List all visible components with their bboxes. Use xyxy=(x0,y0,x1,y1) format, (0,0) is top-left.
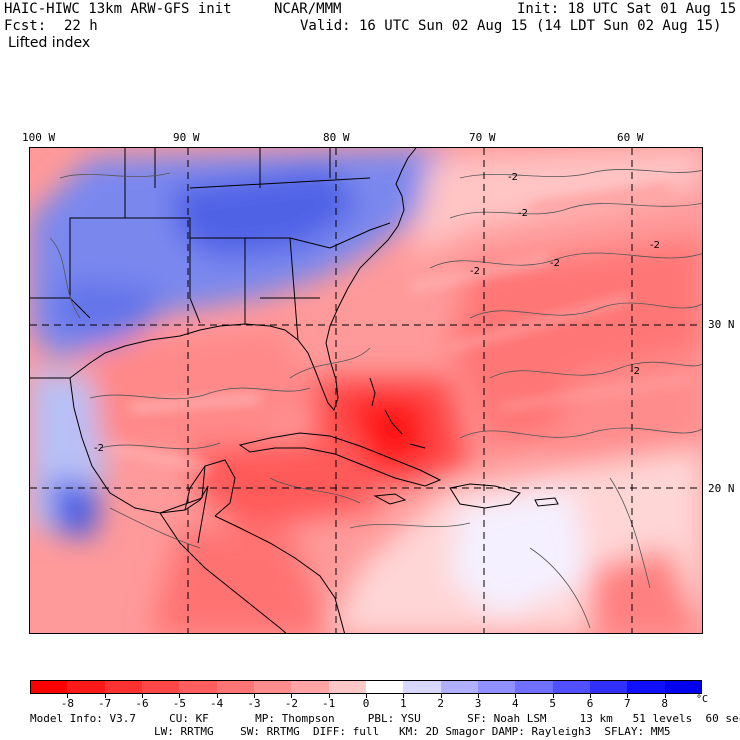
colorbar-swatch xyxy=(291,680,330,694)
lifted-index-map: -2 -2 -2 -2 -2 -2 -2 xyxy=(29,147,703,634)
colorbar-swatch xyxy=(440,680,479,694)
field-streaks xyxy=(109,185,691,471)
colorbar-tick xyxy=(552,694,554,698)
colorbar-swatch xyxy=(67,680,106,694)
colorbar-tick xyxy=(216,694,218,698)
colorbar-swatch xyxy=(478,680,516,694)
colorbar-tick xyxy=(291,694,293,698)
contour-label: -2 xyxy=(470,266,480,277)
colorbar-tick xyxy=(590,694,591,698)
colorbar-tick xyxy=(440,694,442,698)
colorbar-tick xyxy=(478,694,479,698)
colorbar-tick xyxy=(142,694,143,698)
colorbar-label: -2 xyxy=(284,697,298,710)
colorbar-label: -6 xyxy=(135,697,149,710)
colorbar-label: 2 xyxy=(437,697,444,710)
colorbar-swatch xyxy=(328,680,367,694)
forecast-hour: 22 h xyxy=(64,18,98,34)
colorbar-swatch xyxy=(515,680,554,694)
colorbar-tick xyxy=(67,694,69,698)
contour-label: -2 xyxy=(630,366,640,377)
graticule xyxy=(30,148,702,633)
init-time: Init: 18 UTC Sat 01 Aug 15 xyxy=(517,1,737,17)
colorbar-frame xyxy=(30,680,702,694)
lon-label-80w: 80 W xyxy=(323,131,350,144)
colorbar-tick xyxy=(179,694,181,698)
colorbar-label: -7 xyxy=(98,697,112,710)
colorbar-swatch xyxy=(366,680,404,694)
colorbar-tick xyxy=(366,694,367,698)
colorbar-label: -3 xyxy=(247,697,261,710)
colorbar-unit: °C xyxy=(696,694,709,705)
colorbar-label: -4 xyxy=(210,697,224,710)
colorbar-label: 0 xyxy=(362,697,370,710)
colorbar-label: 8 xyxy=(661,697,668,710)
colorbar-swatch xyxy=(30,680,68,694)
model-info-line2: LW: RRTMG SW: RRTMG DIFF: full KM: 2D Sm… xyxy=(154,725,671,738)
colorbar-tick xyxy=(104,694,106,698)
colorbar-label: 7 xyxy=(624,697,631,710)
colorbar-swatch xyxy=(552,680,591,694)
lat-label-20n: 20 N xyxy=(708,482,735,495)
colorbar-label: 1 xyxy=(400,697,407,710)
colorbar-label: -5 xyxy=(172,697,186,710)
contour-label: -2 xyxy=(508,172,518,183)
model-info-line1: Model Info: V3.7 CU: KF MP: Thompson PBL… xyxy=(30,712,740,725)
colorbar-swatch xyxy=(216,680,255,694)
contour-lines xyxy=(49,169,702,629)
forecast-label: Fcst: xyxy=(4,18,47,34)
contour-labels: -2 -2 -2 -2 -2 -2 -2 xyxy=(94,172,660,454)
colorbar-swatch xyxy=(254,680,292,694)
contour-label: -2 xyxy=(94,443,104,454)
valid-time: Valid: 16 UTC Sun 02 Aug 15 (14 LDT Sun … xyxy=(300,18,722,34)
map-field-svg: -2 -2 -2 -2 -2 -2 -2 xyxy=(30,148,702,633)
colorbar-tick xyxy=(664,694,666,698)
field-name: Lifted index xyxy=(8,35,91,51)
colorbar-tick xyxy=(254,694,255,698)
colorbar-swatch xyxy=(104,680,143,694)
contour-label: -2 xyxy=(550,258,560,269)
model-title: HAIC-HIWC 13km ARW-GFS init xyxy=(4,1,232,17)
colorbar-tick xyxy=(515,694,517,698)
lon-label-90w: 90 W xyxy=(173,131,200,144)
field-shading xyxy=(30,148,702,633)
lon-label-60w: 60 W xyxy=(617,131,644,144)
colorbar-tick xyxy=(627,694,629,698)
colorbar-label: 4 xyxy=(512,697,519,710)
colorbar-swatch xyxy=(664,680,703,694)
colorbar-swatch xyxy=(179,680,218,694)
colorbar-swatch xyxy=(590,680,628,694)
colorbar-label: -1 xyxy=(322,697,336,710)
colorbar-tick xyxy=(328,694,330,698)
colorbar-label: 5 xyxy=(549,697,556,710)
colorbar-swatch xyxy=(627,680,666,694)
colorbar-tick xyxy=(403,694,405,698)
colorbar-label: 6 xyxy=(586,697,594,710)
contour-label: -2 xyxy=(650,240,660,251)
lat-label-30n: 30 N xyxy=(708,318,735,331)
colorbar-swatch xyxy=(142,680,180,694)
lon-label-100w: 100 W xyxy=(22,131,56,144)
contour-label: -2 xyxy=(518,208,528,219)
colorbar-swatch xyxy=(403,680,442,694)
center-label: NCAR/MMM xyxy=(274,1,342,17)
colorbar-label: -8 xyxy=(60,697,74,710)
lon-label-70w: 70 W xyxy=(469,131,496,144)
colorbar-label: 3 xyxy=(474,697,482,710)
